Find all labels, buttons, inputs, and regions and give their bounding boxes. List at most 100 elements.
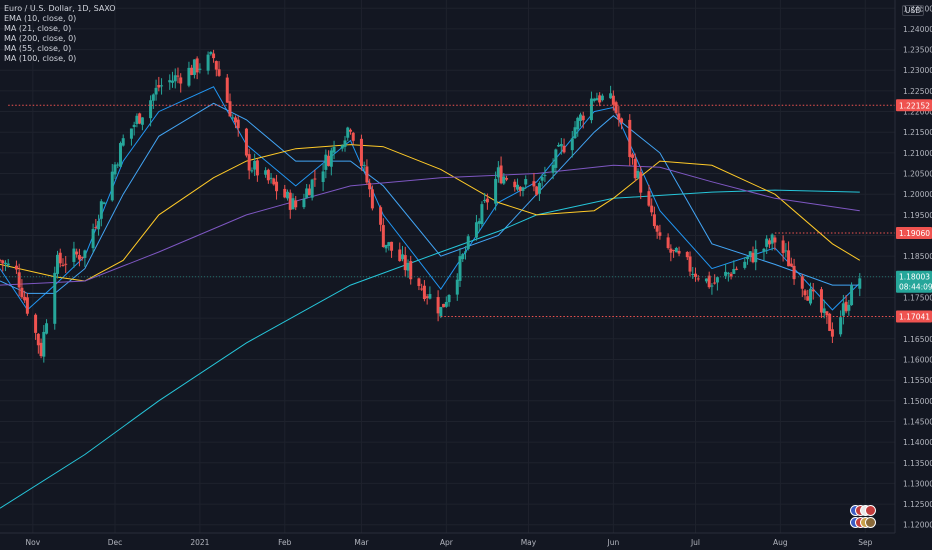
candle-body (0, 259, 2, 261)
candle-body (581, 115, 585, 121)
chart-title[interactable]: Euro / U.S. Dollar, 1D, SAXO (4, 4, 116, 13)
currency-label[interactable]: USD (902, 5, 925, 16)
candle-body (765, 238, 769, 247)
candle (639, 166, 643, 200)
candle-body (91, 228, 95, 249)
candle-body (138, 113, 142, 124)
candle-body (327, 155, 331, 166)
candle (822, 299, 826, 319)
candle-body (724, 271, 728, 276)
candle (6, 259, 10, 268)
candle-body (390, 241, 394, 251)
candle-body (359, 138, 363, 167)
candle-body (557, 144, 561, 147)
candle (762, 247, 766, 261)
candle-body (212, 53, 216, 59)
candle-body (710, 285, 714, 287)
candle-body (617, 113, 621, 120)
candle (592, 97, 596, 103)
candle (543, 166, 547, 183)
legend-ma100[interactable]: MA (100, close, 0) (4, 54, 77, 63)
candle-body (80, 256, 84, 258)
candle (121, 134, 125, 147)
candle-body (266, 169, 270, 181)
candle-body (121, 138, 125, 146)
candle-body (639, 172, 643, 193)
candle (704, 278, 708, 284)
candle-body (543, 175, 547, 177)
flag-icon[interactable] (850, 505, 876, 531)
candle-body (609, 93, 613, 99)
candle (206, 51, 210, 75)
candle (847, 300, 851, 316)
candle (715, 276, 719, 291)
candle (628, 114, 632, 166)
time-axis[interactable]: Nov Dec 2021 Feb Mar Apr May Jun Jul Aug Sep (0, 532, 895, 547)
chart-grid (0, 0, 895, 533)
level-tag-label: 1.19060 (899, 229, 930, 238)
candle (160, 78, 164, 95)
candle-body (669, 248, 673, 253)
candle (666, 233, 670, 250)
time-tick-label: Feb (278, 538, 292, 547)
price-tick-label: 1.16000 (903, 355, 932, 364)
line-ma100 (0, 164, 860, 286)
candle (524, 175, 528, 190)
horizontal-levels (0, 104, 895, 317)
candle (800, 274, 804, 297)
candle-body (305, 188, 309, 198)
candle (384, 244, 388, 253)
candle-body (42, 331, 46, 357)
candle (420, 283, 424, 291)
candle (310, 178, 314, 201)
candle-body (726, 272, 730, 274)
candle (494, 171, 498, 211)
candle-body (524, 179, 528, 185)
candle (540, 173, 544, 187)
price-tick-label: 1.17500 (903, 293, 932, 302)
candle-body (844, 301, 848, 312)
candle-body (505, 178, 509, 180)
candle (537, 181, 541, 201)
candle-body (466, 236, 470, 249)
candle-body (406, 262, 410, 271)
candle-body (247, 154, 251, 171)
candle (850, 282, 854, 306)
candle (365, 159, 369, 185)
legend-ma55[interactable]: MA (55, close, 0) (4, 44, 72, 53)
candle-body (387, 242, 391, 247)
candle-body (677, 250, 681, 254)
candle-body (485, 198, 489, 203)
legend-ma200[interactable]: MA (200, close, 0) (4, 34, 77, 43)
candle-body (160, 85, 164, 87)
candle-body (480, 204, 484, 225)
legend-ema10[interactable]: EMA (10, close, 0) (4, 14, 77, 23)
candle-body (592, 98, 596, 101)
candle (455, 273, 459, 301)
candle (45, 319, 49, 335)
candle (25, 293, 29, 316)
candle (168, 74, 172, 90)
candle-body (562, 145, 566, 153)
candle (808, 282, 812, 306)
candle (806, 289, 810, 301)
candle-body (713, 282, 717, 284)
candle-body (633, 158, 637, 179)
legend-ma21[interactable]: MA (21, close, 0) (4, 24, 72, 33)
candle (77, 248, 81, 267)
candle-body (351, 132, 355, 141)
candle (387, 241, 391, 251)
price-tick-label: 1.23500 (903, 46, 932, 55)
candle-body (762, 248, 766, 252)
candle (368, 178, 372, 198)
price-tick-label: 1.24000 (903, 25, 932, 34)
candle-body (321, 171, 325, 183)
candle-body (294, 200, 298, 208)
candle (173, 68, 177, 89)
candles (0, 49, 862, 363)
candle-body (217, 69, 221, 76)
candle-body (828, 313, 832, 331)
candle (236, 116, 240, 137)
candle (247, 148, 251, 180)
